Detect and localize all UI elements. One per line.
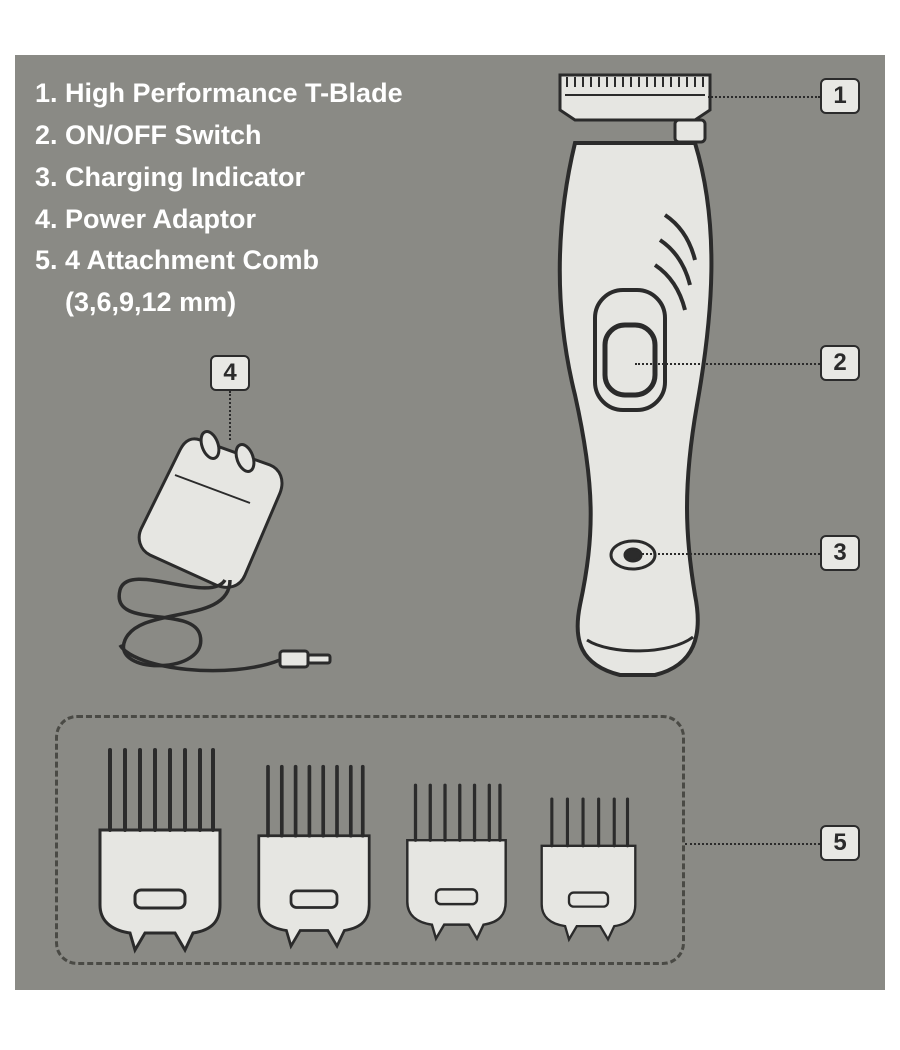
legend-text: Power Adaptor: [65, 199, 256, 241]
legend-num: 1.: [35, 73, 65, 115]
leader-line: [708, 96, 820, 98]
leader-line: [685, 843, 820, 845]
comb-illustration: [530, 770, 647, 945]
legend-list: 1.High Performance T-Blade 2.ON/OFF Swit…: [35, 73, 403, 324]
callout-3: 3: [820, 535, 860, 571]
legend-num: 4.: [35, 199, 65, 241]
callout-number: 4: [223, 359, 236, 387]
legend-text: 4 Attachment Comb: [65, 240, 319, 282]
legend-num: 5.: [35, 240, 65, 282]
leader-line: [635, 553, 820, 555]
callout-2: 2: [820, 345, 860, 381]
legend-text: (3,6,9,12 mm): [65, 282, 236, 324]
diagram-canvas: 1.High Performance T-Blade 2.ON/OFF Swit…: [15, 55, 885, 990]
comb-illustration: [245, 747, 383, 952]
callout-5: 5: [820, 825, 860, 861]
callout-number: 3: [833, 539, 846, 567]
legend-num: 3.: [35, 157, 65, 199]
leader-line: [229, 391, 231, 440]
legend-num: 2.: [35, 115, 65, 157]
legend-text: Charging Indicator: [65, 157, 305, 199]
trimmer-illustration: [525, 65, 725, 685]
callout-1: 1: [820, 78, 860, 114]
leader-line: [635, 363, 820, 365]
callout-number: 2: [833, 349, 846, 377]
legend-text: ON/OFF Switch: [65, 115, 262, 157]
callout-4: 4: [210, 355, 250, 391]
comb-illustration: [85, 735, 235, 955]
legend-text: High Performance T-Blade: [65, 73, 403, 115]
comb-illustration: [395, 760, 518, 945]
callout-number: 1: [833, 82, 846, 110]
adaptor-illustration: [80, 395, 360, 685]
callout-number: 5: [833, 829, 846, 857]
